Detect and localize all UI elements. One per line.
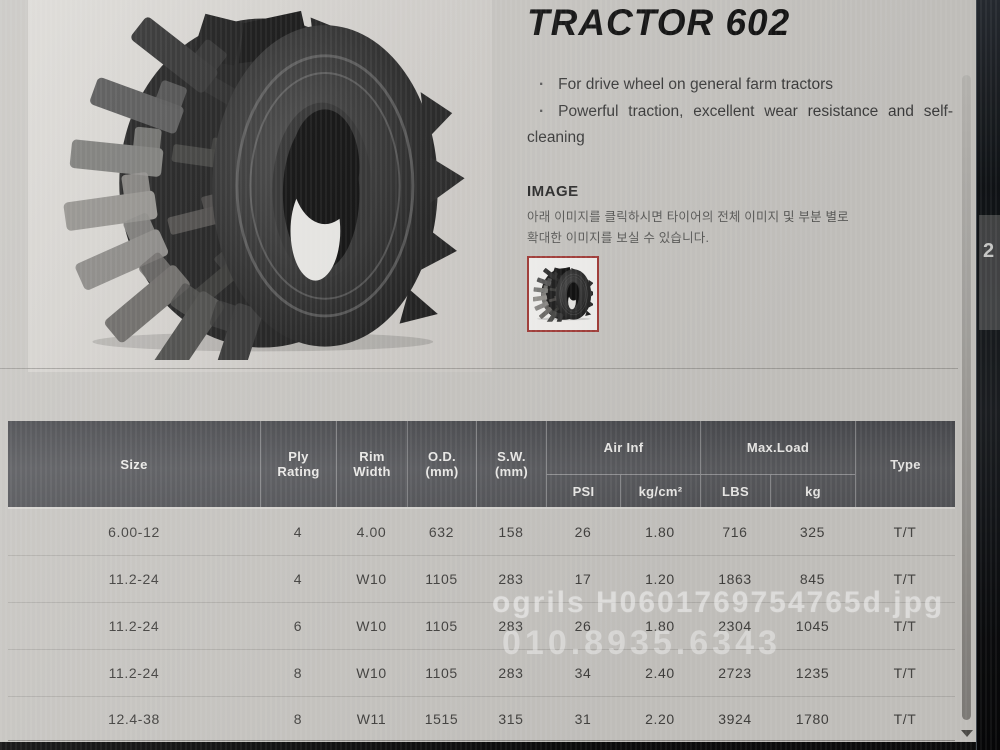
image-section-heading: IMAGE: [527, 183, 579, 200]
scrollbar-thumb[interactable]: [962, 75, 971, 720]
table-row: 6.00-12 4 4.00 632 158 26 1.80 716 325 T…: [8, 509, 955, 556]
scroll-down-arrow-icon[interactable]: [961, 730, 973, 737]
cell-psi: 31: [574, 710, 592, 727]
image-caption-line2: 확대한 이미지를 보실 수 있습니다.: [527, 231, 710, 245]
cell-ply: 4: [293, 524, 303, 540]
cell-od: 632: [428, 524, 455, 540]
cell-type: T/T: [893, 618, 917, 634]
bullet-icon: ·: [539, 103, 545, 120]
cell-sw: 315: [498, 710, 524, 727]
image-caption-line1: 아래 이미지를 클릭하시면 타이어의 전체 이미지 및 부분 별로: [527, 210, 849, 224]
cell-sw: 158: [498, 524, 524, 540]
cell-rim: 4.00: [356, 524, 387, 540]
tractor-tire-photo: [38, 6, 478, 360]
cell-size: 11.2-24: [108, 665, 160, 681]
cell-size: 11.2-24: [108, 571, 160, 587]
table-row: 11.2-24 4 W10 1105 283 17 1.20 1863 845 …: [8, 556, 955, 603]
cell-type: T/T: [893, 665, 917, 681]
cell-psi: 17: [574, 571, 592, 587]
page-divider: [0, 368, 958, 369]
cell-sw: 283: [498, 571, 524, 587]
cell-kg: 1780: [795, 710, 830, 727]
cell-psi: 34: [574, 665, 592, 681]
cell-psi: 26: [574, 618, 592, 634]
cell-sw: 283: [498, 618, 524, 634]
bezel-artifact-text: 2: [983, 240, 995, 262]
cell-rim: W10: [356, 665, 387, 681]
cell-ply: 4: [293, 571, 303, 587]
cell-lbs: 1863: [718, 571, 752, 587]
header-cell-psi: PSI: [546, 475, 620, 507]
cell-psi: 26: [574, 524, 592, 540]
cell-sw: 283: [498, 665, 524, 681]
feature-text: For drive wheel on general farm tractors: [558, 76, 833, 93]
header-cell-ply-rating: Ply Rating: [260, 421, 336, 507]
cell-size: 11.2-24: [108, 618, 160, 634]
spec-table-body: 6.00-12 4 4.00 632 158 26 1.80 716 325 T…: [8, 509, 955, 741]
header-cell-air-inf: Air Inf: [546, 421, 700, 475]
cell-lbs: 2304: [718, 618, 752, 634]
cell-kgcm2: 2.20: [645, 710, 675, 727]
watermark-phone: 010.8935.6343: [502, 624, 781, 662]
feature-list: · For drive wheel on general farm tractor…: [527, 72, 953, 151]
cell-ply: 8: [293, 665, 303, 681]
cell-type: T/T: [893, 524, 917, 540]
watermark-filename: ogrils H0601769754765d.jpg: [492, 586, 945, 619]
cell-kg: 325: [799, 524, 826, 540]
cell-od: 1105: [425, 571, 458, 587]
header-cell-lbs: LBS: [700, 475, 770, 507]
cell-size: 12.4-38: [108, 710, 160, 727]
cell-kgcm2: 1.80: [645, 524, 675, 540]
scrollbar[interactable]: [960, 0, 974, 750]
thumbnail-tire-icon: [533, 262, 593, 326]
spec-table-header: Size Ply Rating Rim Width O.D. (mm) S.W.…: [8, 421, 955, 509]
header-cell-sw: S.W. (mm): [476, 421, 546, 507]
product-photo-panel: [28, 0, 492, 372]
screen-bezel: 2: [976, 0, 1000, 750]
header-cell-max-load: Max.Load: [700, 421, 855, 475]
cell-ply: 6: [293, 618, 303, 634]
bottom-bar: [0, 742, 977, 750]
tire-thumbnail[interactable]: [527, 256, 599, 332]
cell-rim: W11: [356, 710, 387, 727]
table-row: 11.2-24 8 W10 1105 283 34 2.40 2723 1235…: [8, 650, 955, 697]
cell-ply: 8: [293, 710, 303, 727]
cell-lbs: 3924: [718, 710, 752, 727]
cell-rim: W10: [356, 618, 387, 634]
header-cell-rim-width: Rim Width: [336, 421, 407, 507]
header-cell-kg: kg: [770, 475, 855, 507]
feature-text: Powerful traction, excellent wear resist…: [527, 103, 953, 146]
header-cell-size: Size: [120, 456, 148, 472]
cell-type: T/T: [893, 571, 917, 587]
bullet-icon: ·: [539, 76, 545, 93]
cell-od: 1515: [424, 710, 459, 727]
feature-item: · Powerful traction, excellent wear resis…: [527, 99, 953, 151]
cell-kg: 1235: [795, 665, 830, 681]
spec-table: Size Ply Rating Rim Width O.D. (mm) S.W.…: [8, 421, 955, 741]
cell-kgcm2: 1.20: [645, 571, 675, 587]
header-cell-kg-cm2: kg/cm²: [620, 475, 700, 507]
cell-size: 6.00-12: [108, 524, 160, 540]
cell-kgcm2: 2.40: [645, 665, 675, 681]
cell-kg: 845: [799, 571, 826, 587]
cell-kgcm2: 1.80: [645, 618, 675, 634]
header-cell-od: O.D. (mm): [407, 421, 476, 507]
table-row: 12.4-38 8 W11 1515 315 31 2.20 3924 1780…: [8, 697, 955, 741]
cell-lbs: 2723: [718, 665, 752, 681]
cell-od: 1105: [425, 665, 458, 681]
cell-lbs: 716: [722, 524, 748, 540]
cell-od: 1105: [425, 618, 458, 634]
table-row: 11.2-24 6 W10 1105 283 26 1.80 2304 1045…: [8, 603, 955, 650]
header-cell-type: Type: [855, 421, 955, 507]
product-title: TRACTOR 602: [527, 2, 791, 43]
feature-item: · For drive wheel on general farm tractor…: [527, 72, 953, 98]
cell-kg: 1045: [795, 618, 830, 634]
bezel-reflection: [979, 215, 1000, 330]
cell-rim: W10: [356, 571, 387, 587]
cell-type: T/T: [893, 710, 917, 727]
